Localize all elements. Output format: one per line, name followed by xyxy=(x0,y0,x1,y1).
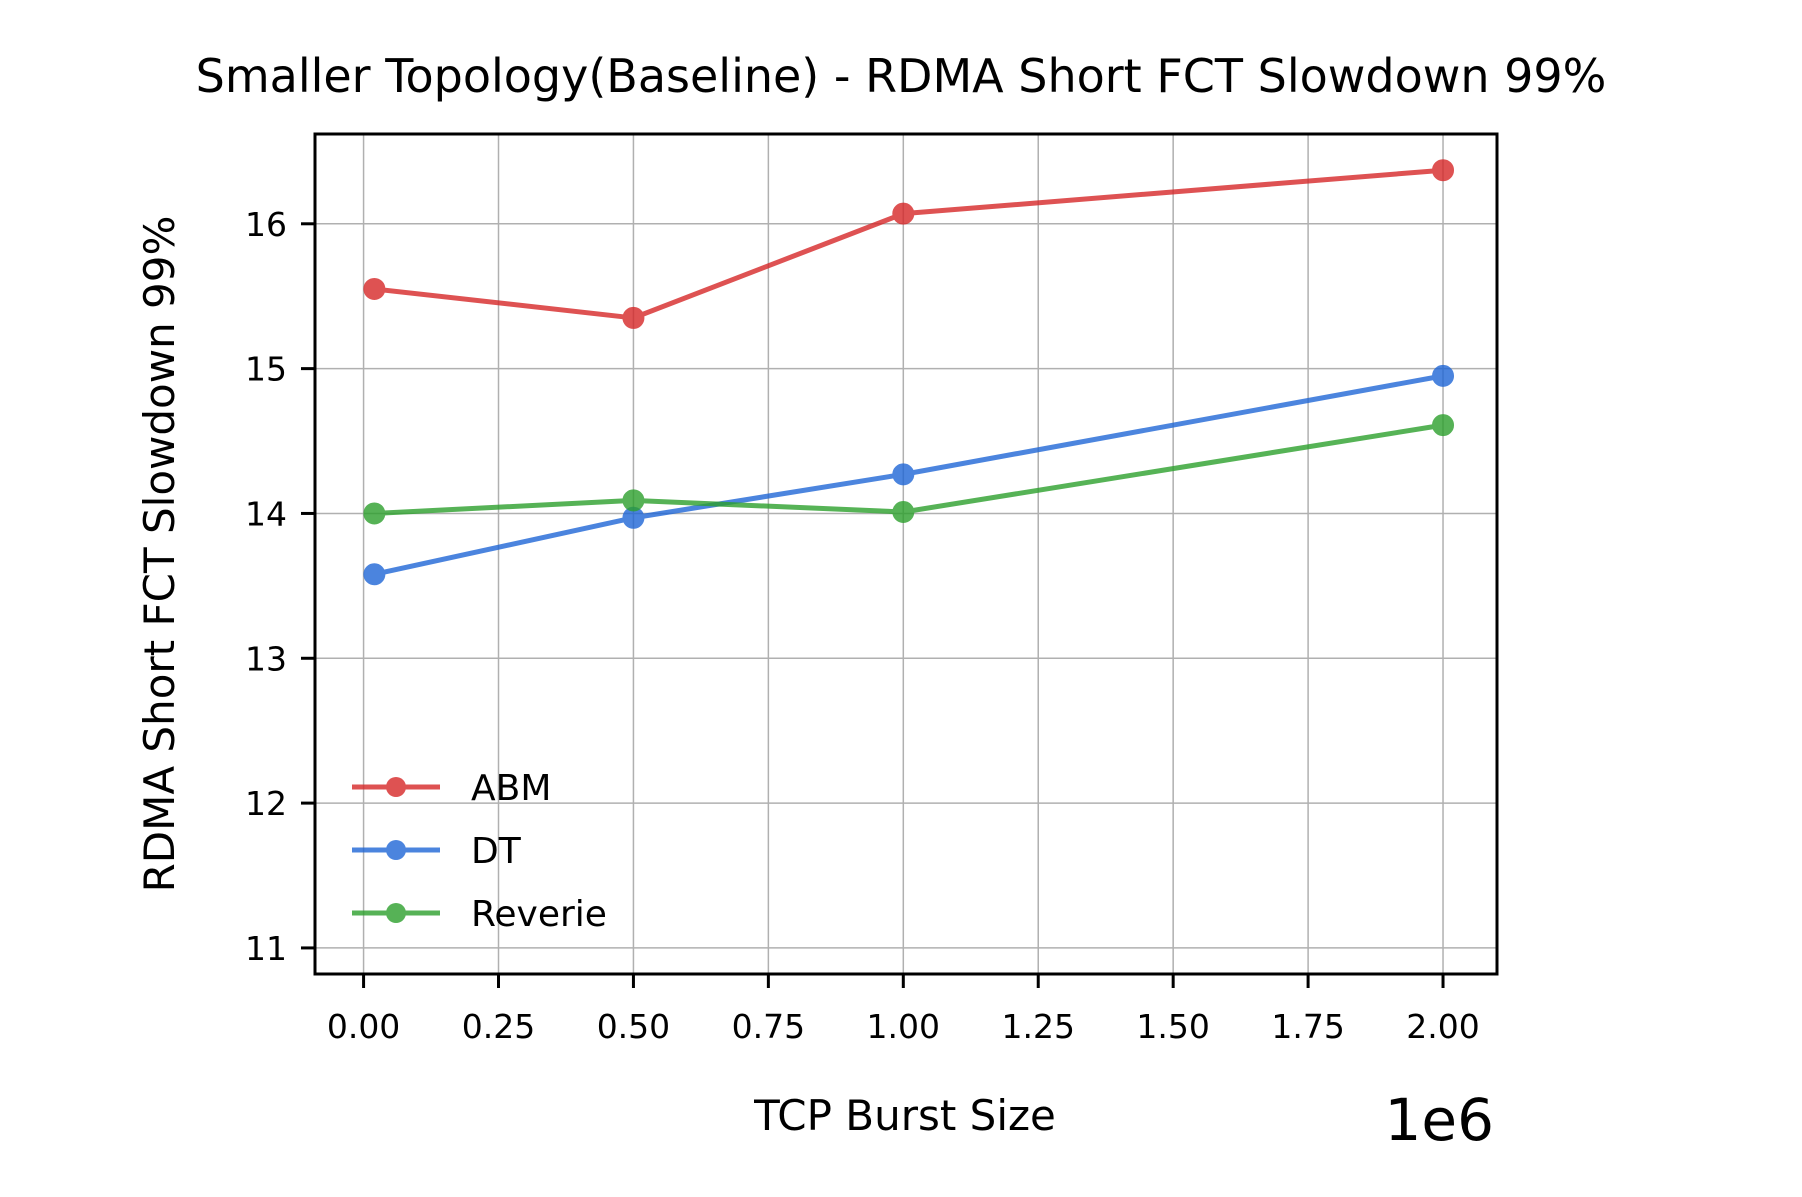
legend-entry-abm xyxy=(352,777,440,797)
legend-label: Reverie xyxy=(471,894,607,935)
legend-label: ABM xyxy=(471,768,551,809)
series-reverie xyxy=(363,414,1455,525)
x-tick-label: 0.25 xyxy=(462,1007,535,1046)
legend-marker xyxy=(386,840,406,860)
y-tick-label: 11 xyxy=(245,929,287,968)
plot-frame xyxy=(313,132,1499,976)
legend-entry-dt xyxy=(352,840,440,860)
x-tick-label: 1.75 xyxy=(1271,1007,1344,1046)
x-tick-label: 1.00 xyxy=(867,1007,940,1046)
series-line xyxy=(373,373,1444,577)
x-tick-label: 0.00 xyxy=(327,1007,400,1046)
data-point xyxy=(892,501,915,523)
data-point xyxy=(1432,414,1455,437)
x-tick-label: 0.75 xyxy=(732,1007,805,1046)
series-layer xyxy=(363,159,1455,586)
y-tick-label: 15 xyxy=(245,350,287,389)
data-point xyxy=(892,463,915,486)
series-dt xyxy=(363,364,1455,586)
x-ticks-layer: 0.00 0.25 0.50 0.75 1.00 1.25 1.50 1.75 2.00 xyxy=(327,974,1480,1046)
y-tick-label: 16 xyxy=(245,205,287,244)
x-offset-label: 1e6 xyxy=(1385,1086,1495,1154)
data-point xyxy=(622,489,645,512)
y-tick-label: 13 xyxy=(245,639,287,678)
series-abm xyxy=(363,159,1455,329)
legend-entry-reverie xyxy=(352,903,440,923)
series-line xyxy=(374,422,1444,516)
x-axis-label: TCP Burst Size xyxy=(753,1091,1056,1140)
chart-title: Smaller Topology(Baseline) - RDMA Short … xyxy=(196,49,1607,103)
legend: ABM DT Reverie xyxy=(352,768,607,935)
y-tick-label: 12 xyxy=(245,784,287,823)
legend-label: DT xyxy=(471,831,522,872)
x-tick-label: 1.50 xyxy=(1136,1007,1209,1046)
x-tick-label: 0.50 xyxy=(597,1007,670,1046)
legend-marker xyxy=(386,777,406,797)
x-tick-label: 2.00 xyxy=(1406,1007,1479,1046)
data-point xyxy=(363,502,386,525)
y-tick-label: 14 xyxy=(245,494,287,533)
series-line xyxy=(374,167,1444,321)
y-axis-label: RDMA Short FCT Slowdown 99% xyxy=(135,216,184,893)
data-point xyxy=(892,202,915,225)
data-point xyxy=(622,306,645,329)
data-point xyxy=(363,563,386,586)
data-point xyxy=(1432,364,1455,387)
x-tick-label: 1.25 xyxy=(1001,1007,1074,1046)
y-ticks-layer: 11 12 13 14 15 16 xyxy=(245,205,315,968)
data-point xyxy=(1432,159,1455,182)
legend-marker xyxy=(386,903,406,923)
data-point xyxy=(363,277,386,300)
